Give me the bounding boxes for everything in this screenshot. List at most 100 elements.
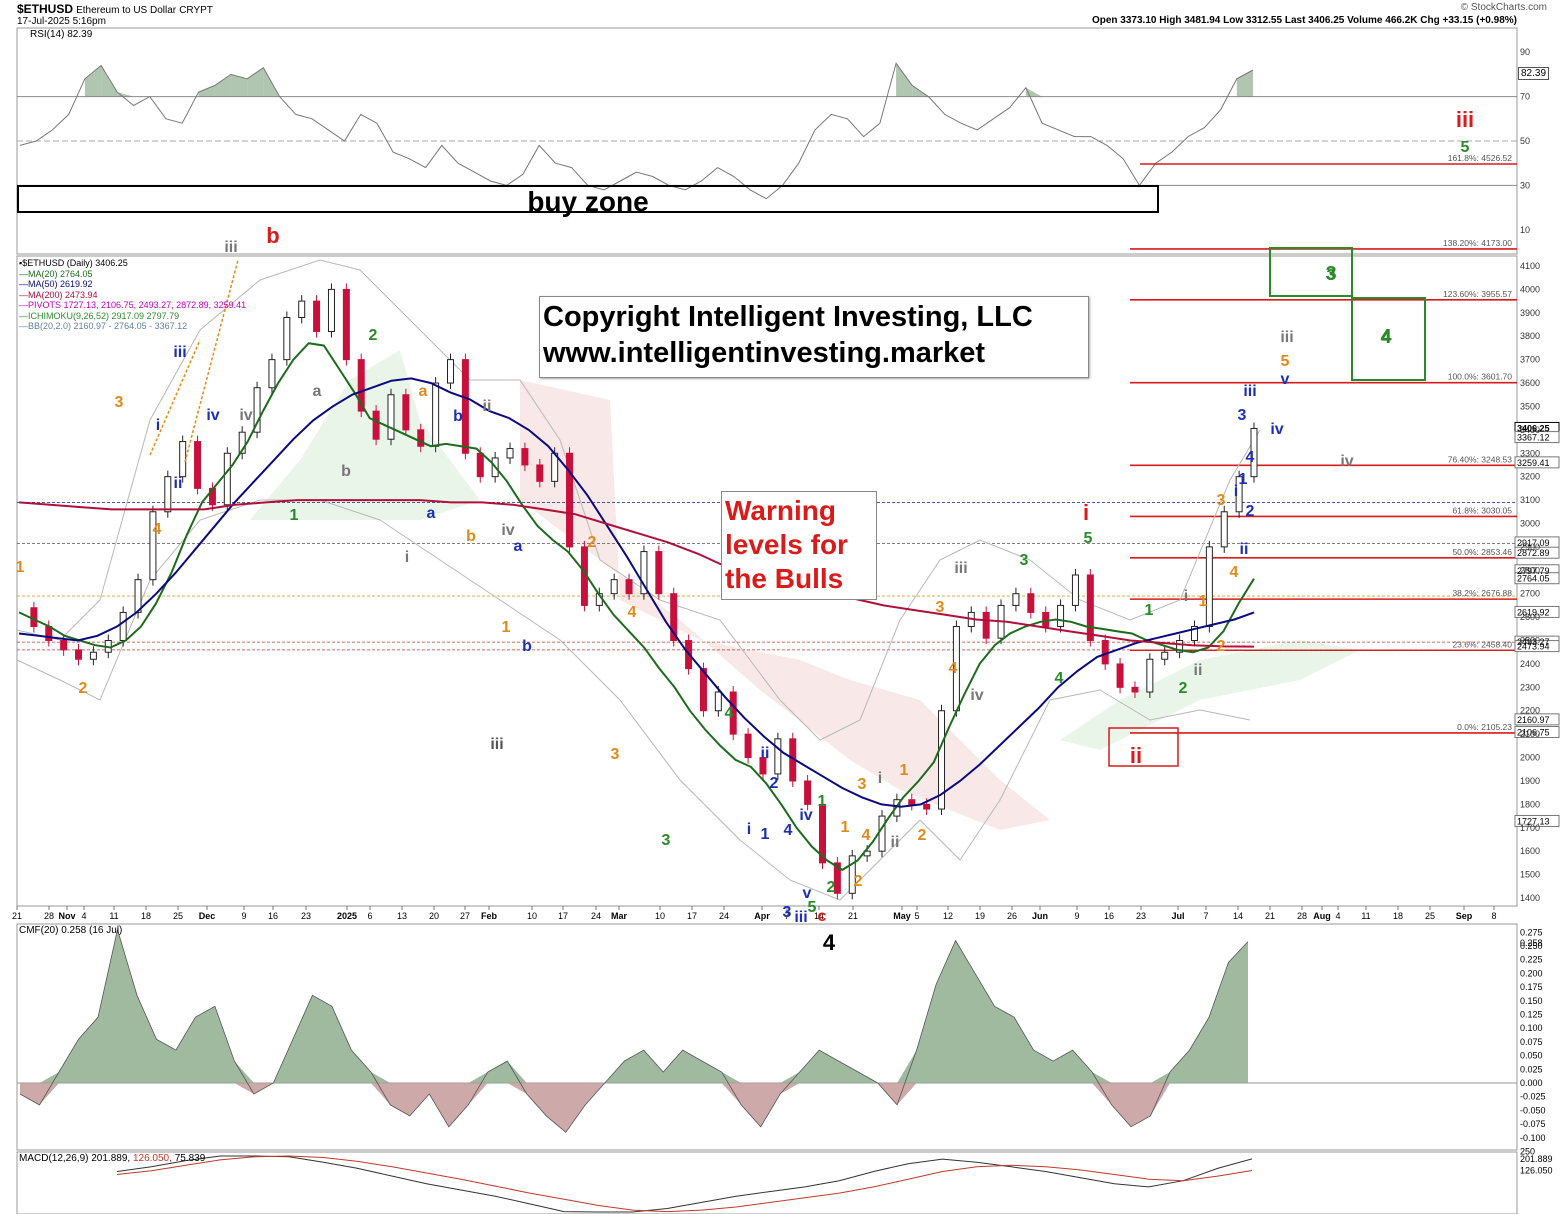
x-tick-label: Mar: [611, 911, 628, 921]
price-candle: [1205, 546, 1213, 627]
cmf-tick-label: 0.000: [1520, 1078, 1543, 1088]
price-candle: [521, 448, 529, 466]
wave-label: iii: [1280, 329, 1293, 346]
copyright-line1: Copyright Intelligent Investing, LLC: [543, 301, 1033, 333]
price-candle: [179, 441, 187, 478]
price-candle: [699, 668, 707, 712]
x-tick-label: 13: [397, 911, 407, 921]
cmf-tick-label: 0.258: [1520, 938, 1543, 948]
price-candle: [1161, 651, 1169, 660]
price-candle: [670, 593, 678, 642]
warning-line2: levels for: [725, 529, 848, 560]
x-tick-label: Sep: [1456, 911, 1473, 921]
rsi-overbought-fill: [247, 67, 264, 97]
wave-label: 4: [1055, 670, 1064, 687]
price-candle: [357, 359, 365, 412]
price-candle: [1116, 663, 1124, 688]
price-candle: [818, 803, 826, 864]
wave-label: 4: [823, 930, 836, 955]
right-axis-label-box: [1514, 814, 1560, 827]
x-tick-label: 21: [12, 911, 22, 921]
right-axis-label: 3406.25: [1517, 423, 1550, 433]
cmf-tick-label: 0.275: [1520, 927, 1543, 937]
price-candle: [1250, 427, 1258, 478]
price-tick-label: 3700: [1520, 355, 1540, 365]
price-candle: [119, 611, 127, 642]
wave-label: 5: [1461, 139, 1470, 156]
price-candle: [729, 691, 737, 735]
price-candle: [610, 579, 618, 595]
symbol-name: Ethereum to US Dollar: [76, 5, 177, 16]
x-tick-label: 14: [1233, 911, 1243, 921]
wave-label: 1: [16, 559, 25, 576]
price-tick-label: 3400: [1520, 425, 1540, 435]
price-candle: [1086, 574, 1094, 642]
wave-label: iv: [970, 687, 983, 704]
fib-level-label: 0.0%: 2105.23: [1457, 722, 1512, 732]
wave-label: b: [522, 638, 532, 655]
x-tick-label: 17: [558, 911, 568, 921]
wave-ii-box: [1108, 727, 1179, 767]
wave-label: iii: [173, 344, 186, 361]
rsi-overbought-fill: [198, 85, 215, 97]
price-tick-label: 2100: [1520, 729, 1540, 739]
wave-label: ii: [891, 834, 900, 851]
exchange: CRYPT: [179, 5, 213, 16]
macd-hist-value: 75.839: [174, 1153, 206, 1164]
wave-label: b: [466, 528, 476, 545]
x-tick-label: 27: [460, 911, 470, 921]
right-axis-label-box: [1514, 572, 1560, 585]
wave-label: iv: [239, 407, 252, 424]
price-candle: [878, 815, 886, 852]
warning-box: Warning levels for the Bulls: [721, 491, 877, 600]
wave-label: c: [818, 908, 827, 925]
price-candle: [75, 649, 83, 660]
fib-level-label: 61.8%: 3030.05: [1452, 505, 1512, 515]
wave-label: ii: [761, 745, 770, 762]
wave-label: b: [266, 223, 279, 248]
buy-zone-box: buy zone: [17, 185, 1159, 217]
right-axis-label-box: [1514, 546, 1560, 559]
x-tick-label: 28: [44, 911, 54, 921]
price-tick-label: 3000: [1520, 518, 1540, 528]
price-candle: [298, 300, 306, 318]
price-candle: [313, 300, 321, 333]
wave-label: 3: [115, 394, 124, 411]
x-tick-label: 25: [173, 911, 183, 921]
x-tick-label: 19: [975, 911, 985, 921]
price-candle: [938, 710, 946, 810]
price-candle: [1057, 604, 1065, 627]
wave-label: i: [405, 549, 409, 566]
price-candle: [923, 803, 931, 810]
price-candle: [149, 511, 157, 581]
macd-signal-value: 126.050,: [132, 1153, 172, 1164]
price-candle: [372, 410, 380, 440]
price-tick-label: 3200: [1520, 472, 1540, 482]
price-candle: [1190, 625, 1198, 642]
rsi-last-value: 82.39: [1518, 67, 1550, 80]
right-axis-label: 2797.79: [1517, 566, 1550, 576]
wave-label: 2: [854, 873, 863, 890]
cmf-negative-area: [20, 1083, 1248, 1133]
rsi-overbought-fill: [1236, 69, 1253, 97]
fib-level-label: 38.2%: 2676.88: [1452, 588, 1512, 598]
cmf-tick-label: 0.075: [1520, 1037, 1543, 1047]
wave-label: i: [1083, 500, 1089, 525]
macd-signal-line: [116, 1155, 1253, 1213]
chart-header: $ETHUSD Ethereum to US Dollar CRYPT 17-J…: [17, 2, 1547, 30]
x-tick-label: Jun: [1032, 911, 1048, 921]
price-tick-label: 2700: [1520, 589, 1540, 599]
right-axis-label-box: [1514, 431, 1560, 444]
wave-label: a: [427, 505, 436, 522]
legend-item: —MA(50) 2619.92: [19, 279, 93, 289]
price-candle: [432, 382, 440, 447]
price-candle: [342, 288, 350, 361]
price-tick-label: 2000: [1520, 753, 1540, 763]
wave-label: 4: [153, 521, 162, 538]
right-axis-label: 2106.75: [1517, 728, 1550, 738]
x-tick-label: 10: [527, 911, 537, 921]
wave-label: a: [514, 538, 523, 555]
cmf-tick-label: 0.250: [1520, 941, 1543, 951]
wave-label: iv: [1340, 453, 1353, 470]
warning-line1: Warning: [725, 495, 836, 526]
